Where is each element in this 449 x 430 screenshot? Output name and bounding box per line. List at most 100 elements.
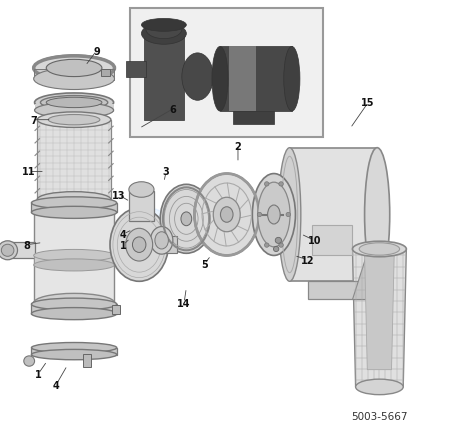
Ellipse shape [126,229,153,261]
Ellipse shape [46,60,102,77]
Ellipse shape [352,242,406,257]
Ellipse shape [129,182,154,198]
Bar [35,105,114,113]
Text: 7: 7 [30,115,37,126]
Polygon shape [352,256,366,299]
Ellipse shape [110,209,168,282]
Text: 12: 12 [301,255,314,265]
Ellipse shape [284,47,300,112]
Polygon shape [365,254,394,370]
Ellipse shape [356,379,403,395]
Bar [308,282,366,299]
Ellipse shape [141,19,186,32]
Text: 14: 14 [177,298,191,308]
Ellipse shape [155,232,168,249]
Ellipse shape [34,250,114,262]
Bar [144,34,184,120]
Bar [37,120,111,200]
Bar [290,148,377,282]
Ellipse shape [37,113,111,128]
Ellipse shape [40,96,108,110]
Bar [164,237,177,254]
Ellipse shape [31,298,117,310]
Bar [34,209,114,303]
Polygon shape [352,249,406,387]
Ellipse shape [34,56,114,82]
Ellipse shape [365,148,390,282]
Ellipse shape [194,174,259,256]
Text: 10: 10 [308,236,321,246]
Ellipse shape [31,308,117,320]
Bar [34,256,114,265]
Text: 1: 1 [120,240,127,250]
Ellipse shape [268,206,280,224]
Ellipse shape [220,207,233,223]
Ellipse shape [34,69,114,90]
Ellipse shape [31,197,117,209]
Ellipse shape [146,21,182,40]
Bar [31,304,117,314]
Circle shape [286,213,291,217]
Ellipse shape [48,115,100,126]
Ellipse shape [35,94,114,113]
Circle shape [279,182,283,187]
Circle shape [257,213,262,217]
Text: 9: 9 [93,46,100,57]
Ellipse shape [359,243,400,255]
Text: 8: 8 [23,240,31,250]
Bar [220,47,292,112]
Text: 3: 3 [163,167,170,177]
Bar [31,348,117,355]
Ellipse shape [278,148,301,282]
Ellipse shape [31,207,117,219]
Bar [229,47,256,112]
Ellipse shape [150,227,173,255]
Ellipse shape [34,199,114,218]
Ellipse shape [213,198,240,232]
Ellipse shape [252,174,295,256]
Ellipse shape [34,259,114,271]
Circle shape [123,209,173,256]
Bar [34,70,114,81]
Bar [126,62,146,77]
Bar [101,70,110,77]
Bar [7,243,35,259]
Text: 13: 13 [112,190,126,201]
Bar [34,70,114,81]
Circle shape [273,247,279,252]
Circle shape [264,243,269,248]
Ellipse shape [35,103,114,119]
Text: 1: 1 [35,369,42,379]
Ellipse shape [212,47,228,112]
Text: 6: 6 [169,104,176,115]
Bar [312,226,352,256]
Bar [31,203,117,213]
Ellipse shape [132,237,146,253]
Ellipse shape [31,343,117,353]
Bar [83,354,91,367]
Ellipse shape [46,98,102,108]
Ellipse shape [113,226,165,277]
Circle shape [24,356,35,366]
Ellipse shape [181,212,192,226]
Circle shape [279,243,283,248]
Bar [129,191,154,221]
Ellipse shape [31,350,117,360]
Circle shape [264,182,269,187]
Ellipse shape [1,245,14,257]
Ellipse shape [182,54,213,101]
Text: 11: 11 [22,167,36,177]
Text: 15: 15 [361,98,375,108]
Ellipse shape [160,185,212,254]
Text: 4: 4 [120,229,127,240]
Text: 4: 4 [53,380,60,390]
Ellipse shape [37,192,111,208]
Ellipse shape [141,24,186,45]
Ellipse shape [0,241,18,260]
Text: 5: 5 [201,259,208,270]
Bar [130,9,323,138]
Ellipse shape [258,183,290,247]
Bar [233,112,274,125]
Text: 5003-5667: 5003-5667 [351,411,408,421]
Ellipse shape [34,294,114,313]
